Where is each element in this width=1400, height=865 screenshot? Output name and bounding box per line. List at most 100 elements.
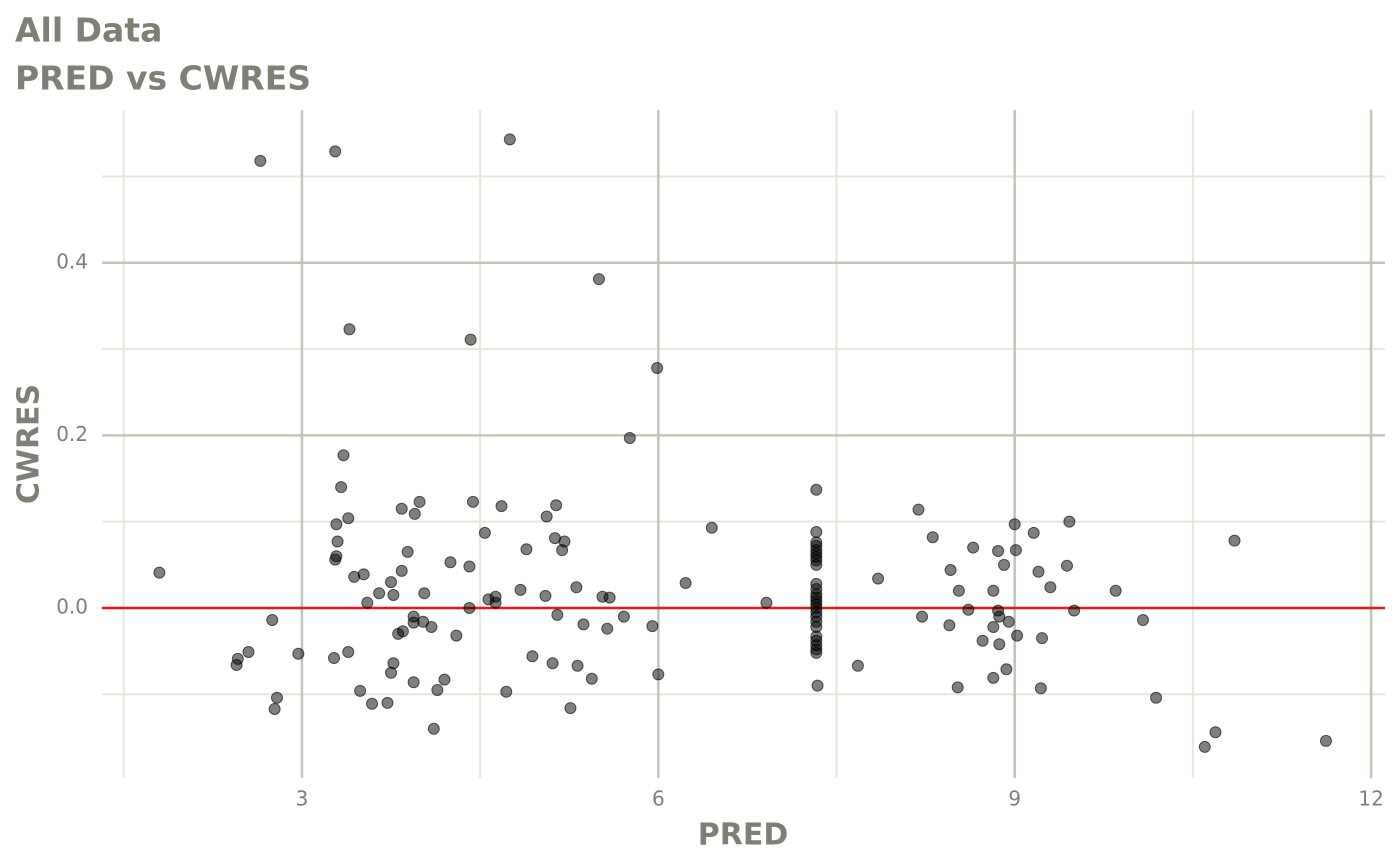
point — [564, 702, 577, 715]
point — [292, 647, 305, 660]
point — [444, 556, 457, 569]
point — [951, 681, 964, 694]
point — [520, 543, 533, 556]
point — [1150, 691, 1163, 704]
y-axis-label: CWRES — [12, 384, 47, 504]
point — [646, 620, 659, 633]
point — [254, 154, 267, 167]
point — [526, 650, 539, 663]
point — [592, 273, 605, 286]
point — [617, 610, 630, 623]
point — [1011, 629, 1024, 642]
point — [395, 502, 408, 515]
point — [1319, 734, 1332, 747]
point — [539, 589, 552, 602]
point — [916, 610, 929, 623]
point — [431, 683, 444, 696]
point — [601, 622, 614, 635]
point — [361, 596, 374, 609]
point — [438, 673, 451, 686]
point — [395, 564, 408, 577]
x-tick-label: 6 — [652, 787, 665, 811]
point — [500, 685, 513, 698]
point — [1002, 615, 1015, 628]
point — [679, 576, 692, 589]
point — [357, 568, 370, 581]
point — [342, 512, 355, 525]
point — [1209, 726, 1222, 739]
chart-subtitle: PRED vs CWRES — [15, 59, 311, 98]
point — [381, 696, 394, 709]
point — [335, 481, 348, 494]
point — [872, 572, 885, 585]
point — [551, 608, 564, 621]
point — [337, 449, 350, 462]
point — [396, 625, 409, 638]
point — [926, 531, 939, 544]
point — [1060, 559, 1073, 572]
point — [993, 638, 1006, 651]
x-tick-label: 9 — [1008, 787, 1021, 811]
point — [952, 584, 965, 597]
point — [1044, 581, 1057, 594]
y-tick-label: 0.4 — [56, 249, 88, 273]
point — [944, 564, 957, 577]
point — [1032, 565, 1045, 578]
point — [331, 535, 344, 548]
point — [373, 587, 386, 600]
point — [478, 526, 491, 539]
point — [1008, 518, 1021, 531]
point — [385, 576, 398, 589]
point — [450, 629, 463, 642]
point — [427, 722, 440, 735]
point — [153, 566, 166, 579]
point — [987, 671, 1000, 684]
point — [408, 507, 421, 520]
point — [810, 526, 823, 539]
point — [463, 560, 476, 573]
point — [987, 620, 1000, 633]
point — [585, 672, 598, 685]
point — [1034, 682, 1047, 695]
point — [330, 518, 343, 531]
point — [540, 510, 553, 523]
point — [810, 558, 823, 571]
point — [354, 684, 367, 697]
x-tick-label: 12 — [1358, 787, 1383, 811]
point — [810, 646, 823, 659]
point — [571, 659, 584, 672]
y-tick-label: 0.2 — [56, 422, 88, 446]
point — [1109, 584, 1122, 597]
point — [851, 659, 864, 672]
point — [407, 676, 420, 689]
point — [413, 495, 426, 508]
point — [329, 553, 342, 566]
point — [993, 610, 1006, 623]
point — [230, 658, 243, 671]
point — [242, 645, 255, 658]
point — [401, 545, 414, 558]
point — [570, 581, 583, 594]
point — [992, 545, 1005, 558]
point — [912, 503, 925, 516]
y-tick-label: 0.0 — [56, 594, 88, 618]
point — [1063, 515, 1076, 528]
point — [1228, 534, 1241, 547]
x-tick-label: 3 — [296, 787, 309, 811]
point — [577, 618, 590, 631]
point — [1198, 740, 1211, 753]
point — [943, 619, 956, 632]
point — [268, 702, 281, 715]
point — [603, 591, 616, 604]
point — [998, 558, 1011, 571]
point — [810, 483, 823, 496]
point — [1000, 663, 1013, 676]
point — [328, 652, 341, 665]
point — [546, 657, 559, 670]
point — [366, 697, 379, 710]
point — [651, 362, 664, 375]
point — [495, 500, 508, 513]
point — [387, 657, 400, 670]
point — [962, 603, 975, 616]
